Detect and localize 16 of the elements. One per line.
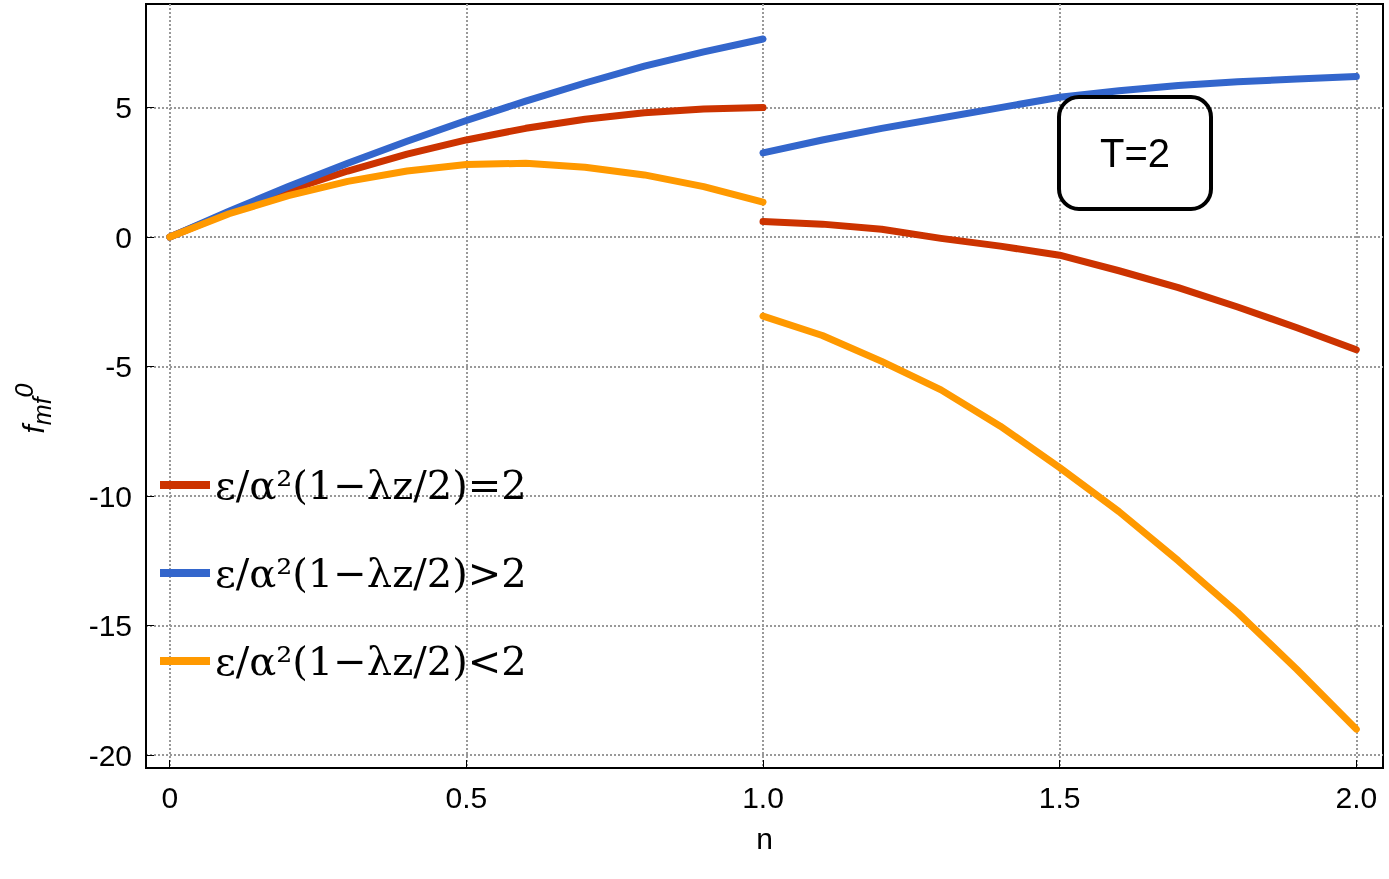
legend-label: ε/α²(1−λz/2)=2 [215, 462, 527, 508]
x-tick-label: 0 [161, 780, 179, 814]
y-tick-label: -10 [88, 479, 132, 513]
x-tick-label: 0.5 [445, 780, 488, 814]
x-axis-title: n [756, 821, 773, 855]
x-tick-label: 2.0 [1335, 780, 1378, 814]
y-tick-label: -20 [88, 738, 132, 772]
y-tick-label: -5 [105, 350, 132, 384]
legend-label: ε/α²(1−λz/2)<2 [215, 638, 527, 684]
y-tick-label: -15 [88, 609, 132, 643]
x-tick-label: 1.5 [1038, 780, 1081, 814]
x-tick-label: 1.0 [742, 780, 784, 814]
annotation: T=2 [1057, 95, 1213, 211]
y-tick-label: 0 [115, 220, 132, 254]
legend-label: ε/α²(1−λz/2)>2 [215, 550, 527, 596]
y-tick-label: 5 [115, 91, 132, 125]
